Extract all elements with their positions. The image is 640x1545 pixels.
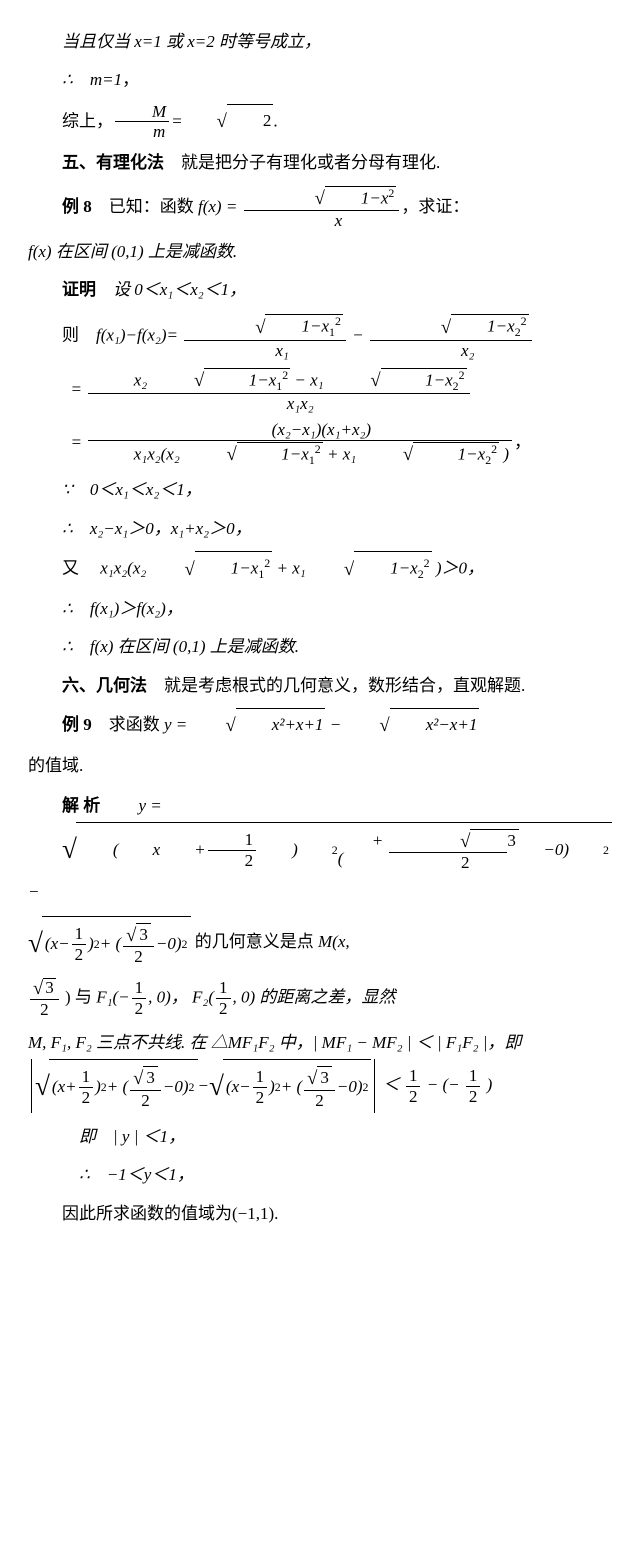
solution-line2: √ (x−12)2 + (32−0)2 的几何意义是点 M(x,	[28, 916, 612, 970]
frac-M-m: M m	[115, 103, 169, 142]
solution-line1: 解 析 y = √ (x+12)2 + (32−0)2 −	[28, 790, 612, 908]
conclusion: 因此所求函数的值域为(−1,1).	[28, 1198, 612, 1230]
therefore-2: ∴ f(x₁)＞f(x₂)，	[28, 593, 612, 625]
therefore-3: ∴ f(x) 在区间 (0,1) 上是减函数.	[28, 631, 612, 663]
proof-step-3: = (x₂−x₁)(x₁+x₂) x₁x₂(x₂ 1−x12 + x₁ 1−x2…	[28, 421, 612, 466]
bigsqrt-1: √ (x+12)2 + (32−0)2	[28, 822, 612, 876]
example-9: 例 9 求函数 y = x²+x+1 − x²−x+1	[28, 708, 612, 744]
section-5-heading: 五、有理化法 就是把分子有理化或者分母有理化.	[28, 147, 612, 179]
example-8: 例 8 已知：函数 f(x) = 1−x2 x ，求证：	[28, 186, 612, 230]
bigsqrt-2: √ (x−12)2 + (32−0)2	[28, 916, 191, 970]
solution-line3: 32 ) 与 F₁(−12, 0)， F₂(12, 0) 的距离之差，显然	[28, 978, 612, 1019]
line-cond: 当且仅当 x=1 或 x=2 时等号成立，	[28, 26, 612, 58]
frac-fx: 1−x2 x	[244, 186, 400, 230]
line-summary: 综上， M m =2.	[28, 103, 612, 142]
proof-heading: 证明 设 0＜x₁＜x₂＜1，	[28, 274, 612, 306]
example-9-line2: 的值域.	[28, 750, 612, 782]
solution-line4: M, F₁, F₂ 三点不共线. 在 △MF₁F₂ 中，| MF₁ − MF₂ …	[28, 1027, 612, 1113]
therefore-1: ∴ x₂−x₁＞0，x₁+x₂＞0，	[28, 513, 612, 545]
proof-step-diff: 则 f(x₁)−f(x₂)= 1−x12 x₁ − 1−x22 x₂	[28, 314, 612, 359]
line-m1: ∴ m=1，	[28, 64, 612, 96]
sqrt-2: 2	[183, 104, 274, 140]
also-line: 又 x₁x₂(x₂ 1−x12 + x₁ 1−x22 )＞0，	[28, 551, 612, 587]
abs-block: √ (x+12)2 + (32−0)2 − √ (x−12)2 + (32−0)…	[28, 1059, 378, 1113]
ie-1: 即 | y | ＜1，	[28, 1121, 612, 1153]
example-8-line2: f(x) 在区间 (0,1) 上是减函数.	[28, 236, 612, 268]
because-1: ∵ 0＜x₁＜x₂＜1，	[28, 474, 612, 506]
proof-step-2: = x₂ 1−x12 − x₁ 1−x22 x₁x₂	[28, 368, 612, 413]
section-6-heading: 六、几何法 就是考虑根式的几何意义，数形结合，直观解题.	[28, 670, 612, 702]
ie-2: ∴ −1＜y＜1，	[28, 1159, 612, 1191]
